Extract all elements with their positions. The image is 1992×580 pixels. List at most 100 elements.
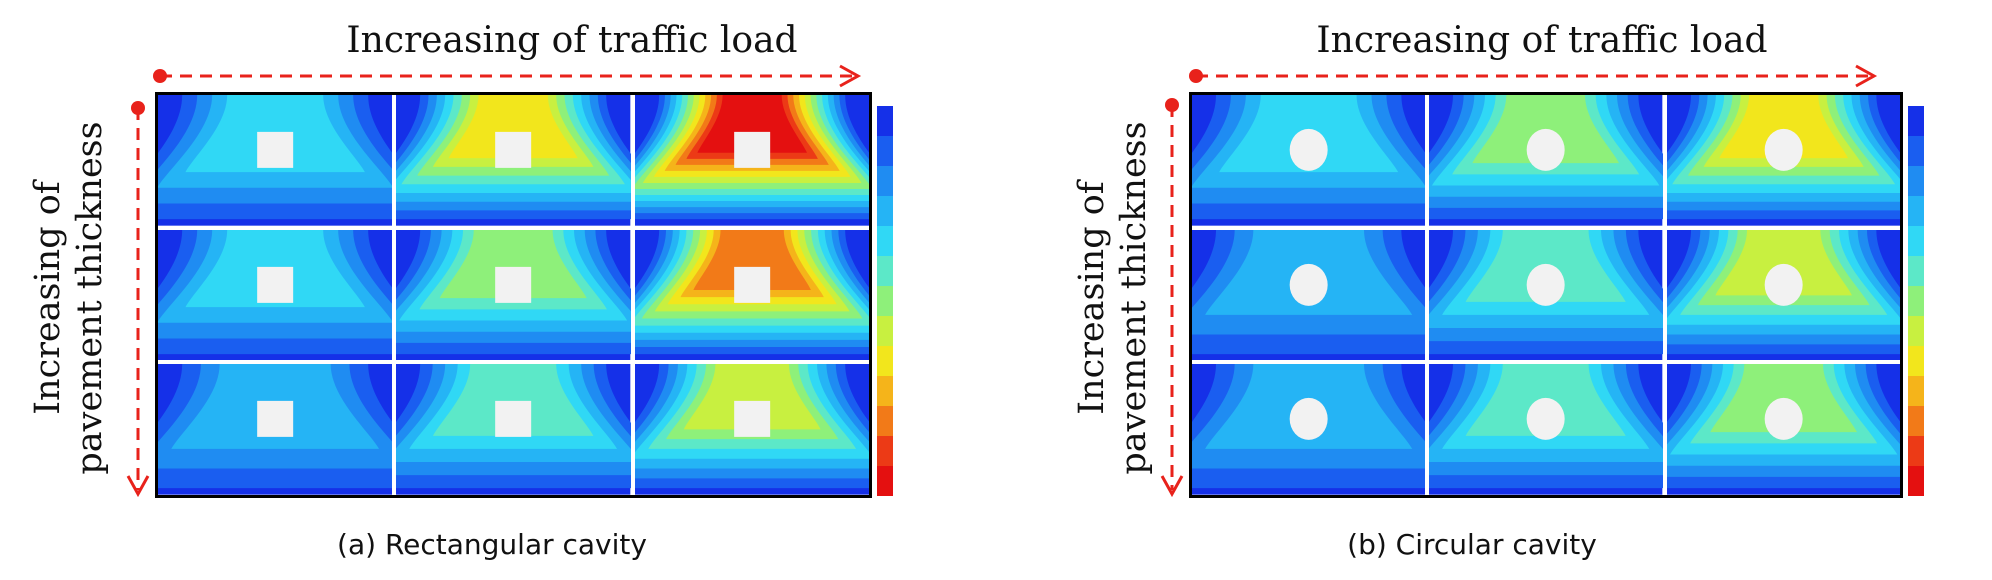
- colorbar-band: [1908, 286, 1924, 317]
- colorbar-band: [877, 316, 893, 347]
- cavity-shape: [1289, 128, 1328, 171]
- colorbar-band: [1908, 466, 1924, 496]
- colorbar-band: [877, 196, 893, 227]
- colorbar-band: [1908, 166, 1924, 197]
- cavity-shape: [257, 401, 294, 438]
- contour-plot: [1429, 364, 1663, 495]
- axis-label-line-2: pavement thickness: [70, 121, 110, 475]
- contour-band: [1715, 229, 1852, 295]
- colorbar-band: [1908, 226, 1924, 257]
- contour-cell-5: [1666, 229, 1900, 361]
- vertical-arrowhead-icon: [126, 475, 150, 498]
- cavity-shape: [733, 131, 770, 168]
- contour-plot: [1192, 95, 1426, 226]
- contour-plot: [634, 95, 869, 226]
- colorbar-band: [877, 436, 893, 467]
- colorbar-band: [1908, 406, 1924, 437]
- colorbar-band: [1908, 346, 1924, 377]
- axis-label-line-1: Increasing of: [28, 181, 68, 415]
- contour-cell-2: [634, 95, 869, 226]
- colorbar-band: [1908, 376, 1924, 407]
- cavity-shape: [1764, 398, 1803, 441]
- horizontal-arrowhead-icon: [839, 64, 862, 88]
- contour-cell-3: [158, 229, 393, 361]
- cavity-shape: [1526, 128, 1565, 171]
- contour-plot: [1429, 229, 1663, 361]
- contour-plot: [1666, 95, 1900, 226]
- colorbar-band: [877, 136, 893, 167]
- colorbar-band: [1908, 136, 1924, 167]
- contour-plot: [396, 95, 631, 226]
- traffic-load-axis-label: Increasing of traffic load: [1316, 20, 1768, 61]
- vertical-arrowhead-icon: [1160, 475, 1184, 498]
- colorbar-band: [877, 376, 893, 407]
- contour-cell-1: [396, 95, 631, 226]
- contour-cell-6: [158, 364, 393, 495]
- cavity-shape: [257, 131, 294, 168]
- colorbar-band: [877, 106, 893, 137]
- contour-band: [693, 229, 811, 290]
- colorbar-band: [877, 166, 893, 197]
- colorbar-band: [877, 406, 893, 437]
- contour-band: [433, 364, 594, 437]
- contour-plot: [158, 95, 393, 226]
- contour-cell-4: [396, 229, 631, 361]
- cavity-shape: [257, 266, 294, 303]
- colorbar-band: [1908, 316, 1924, 347]
- contour-plot: [1666, 229, 1900, 361]
- colorbar-band: [1908, 196, 1924, 227]
- contour-plot: [1192, 364, 1426, 495]
- panel-rectangular-cavity: Increasing of traffic load Increasing of…: [24, 20, 913, 561]
- contour-plot: [1192, 229, 1426, 361]
- colorbar-band: [877, 226, 893, 257]
- colorbar-band: [877, 346, 893, 377]
- contour-plot: [396, 229, 631, 361]
- traffic-load-axis-label: Increasing of traffic load: [346, 20, 798, 61]
- cavity-shape: [1764, 263, 1803, 306]
- panel-circular-cavity: Increasing of traffic load Increasing of…: [996, 0, 1992, 580]
- caption-rectangular: (a) Rectangular cavity: [337, 528, 647, 561]
- contour-plot: [158, 229, 393, 361]
- axis-arrows: [126, 64, 862, 498]
- contour-band: [1718, 95, 1848, 159]
- contour-cell-7: [396, 364, 631, 495]
- colorbar-band: [877, 286, 893, 317]
- caption-circular: (b) Circular cavity: [1347, 528, 1597, 561]
- contour-plot: [634, 364, 869, 495]
- contour-cell-8: [1666, 364, 1900, 495]
- contour-cell-2: [1666, 95, 1900, 226]
- colorbar-band: [877, 466, 893, 496]
- stress-colorbar: [875, 92, 913, 502]
- colorbar-band: [877, 256, 893, 287]
- cavity-shape: [1289, 398, 1328, 441]
- contour-cell-0: [158, 95, 393, 226]
- contour-cell-0: [1192, 95, 1426, 226]
- contour-band: [439, 229, 588, 298]
- cavity-shape: [733, 266, 770, 303]
- contour-cell-7: [1429, 364, 1663, 495]
- axis-arrows: [1160, 64, 1878, 498]
- contour-grid-circular: [1189, 92, 1903, 498]
- cavity-shape: [495, 401, 532, 438]
- contour-cell-6: [1192, 364, 1426, 495]
- contour-plot: [396, 364, 631, 495]
- colorbar-strip: [877, 106, 893, 496]
- contour-cell-8: [634, 364, 869, 495]
- stress-colorbar: [1906, 92, 1944, 502]
- contour-grid-rectangular: [155, 92, 872, 498]
- contour-band: [448, 95, 578, 159]
- colorbar-band: [1908, 256, 1924, 287]
- colorbar-band: [1908, 436, 1924, 467]
- cavity-shape: [1289, 263, 1328, 306]
- pavement-thickness-axis-label: Increasing of pavement thickness: [24, 108, 114, 488]
- axis-label-line-2: pavement thickness: [1114, 121, 1154, 475]
- cavity-shape: [733, 401, 770, 438]
- cavity-shape: [1526, 263, 1565, 306]
- pavement-thickness-axis-label: Increasing of pavement thickness: [1068, 108, 1158, 488]
- axis-label-line-1: Increasing of: [1072, 181, 1112, 415]
- contour-cell-3: [1192, 229, 1426, 361]
- cavity-shape: [1764, 128, 1803, 171]
- colorbar-strip: [1908, 106, 1924, 496]
- contour-band: [697, 95, 807, 153]
- contour-cell-4: [1429, 229, 1663, 361]
